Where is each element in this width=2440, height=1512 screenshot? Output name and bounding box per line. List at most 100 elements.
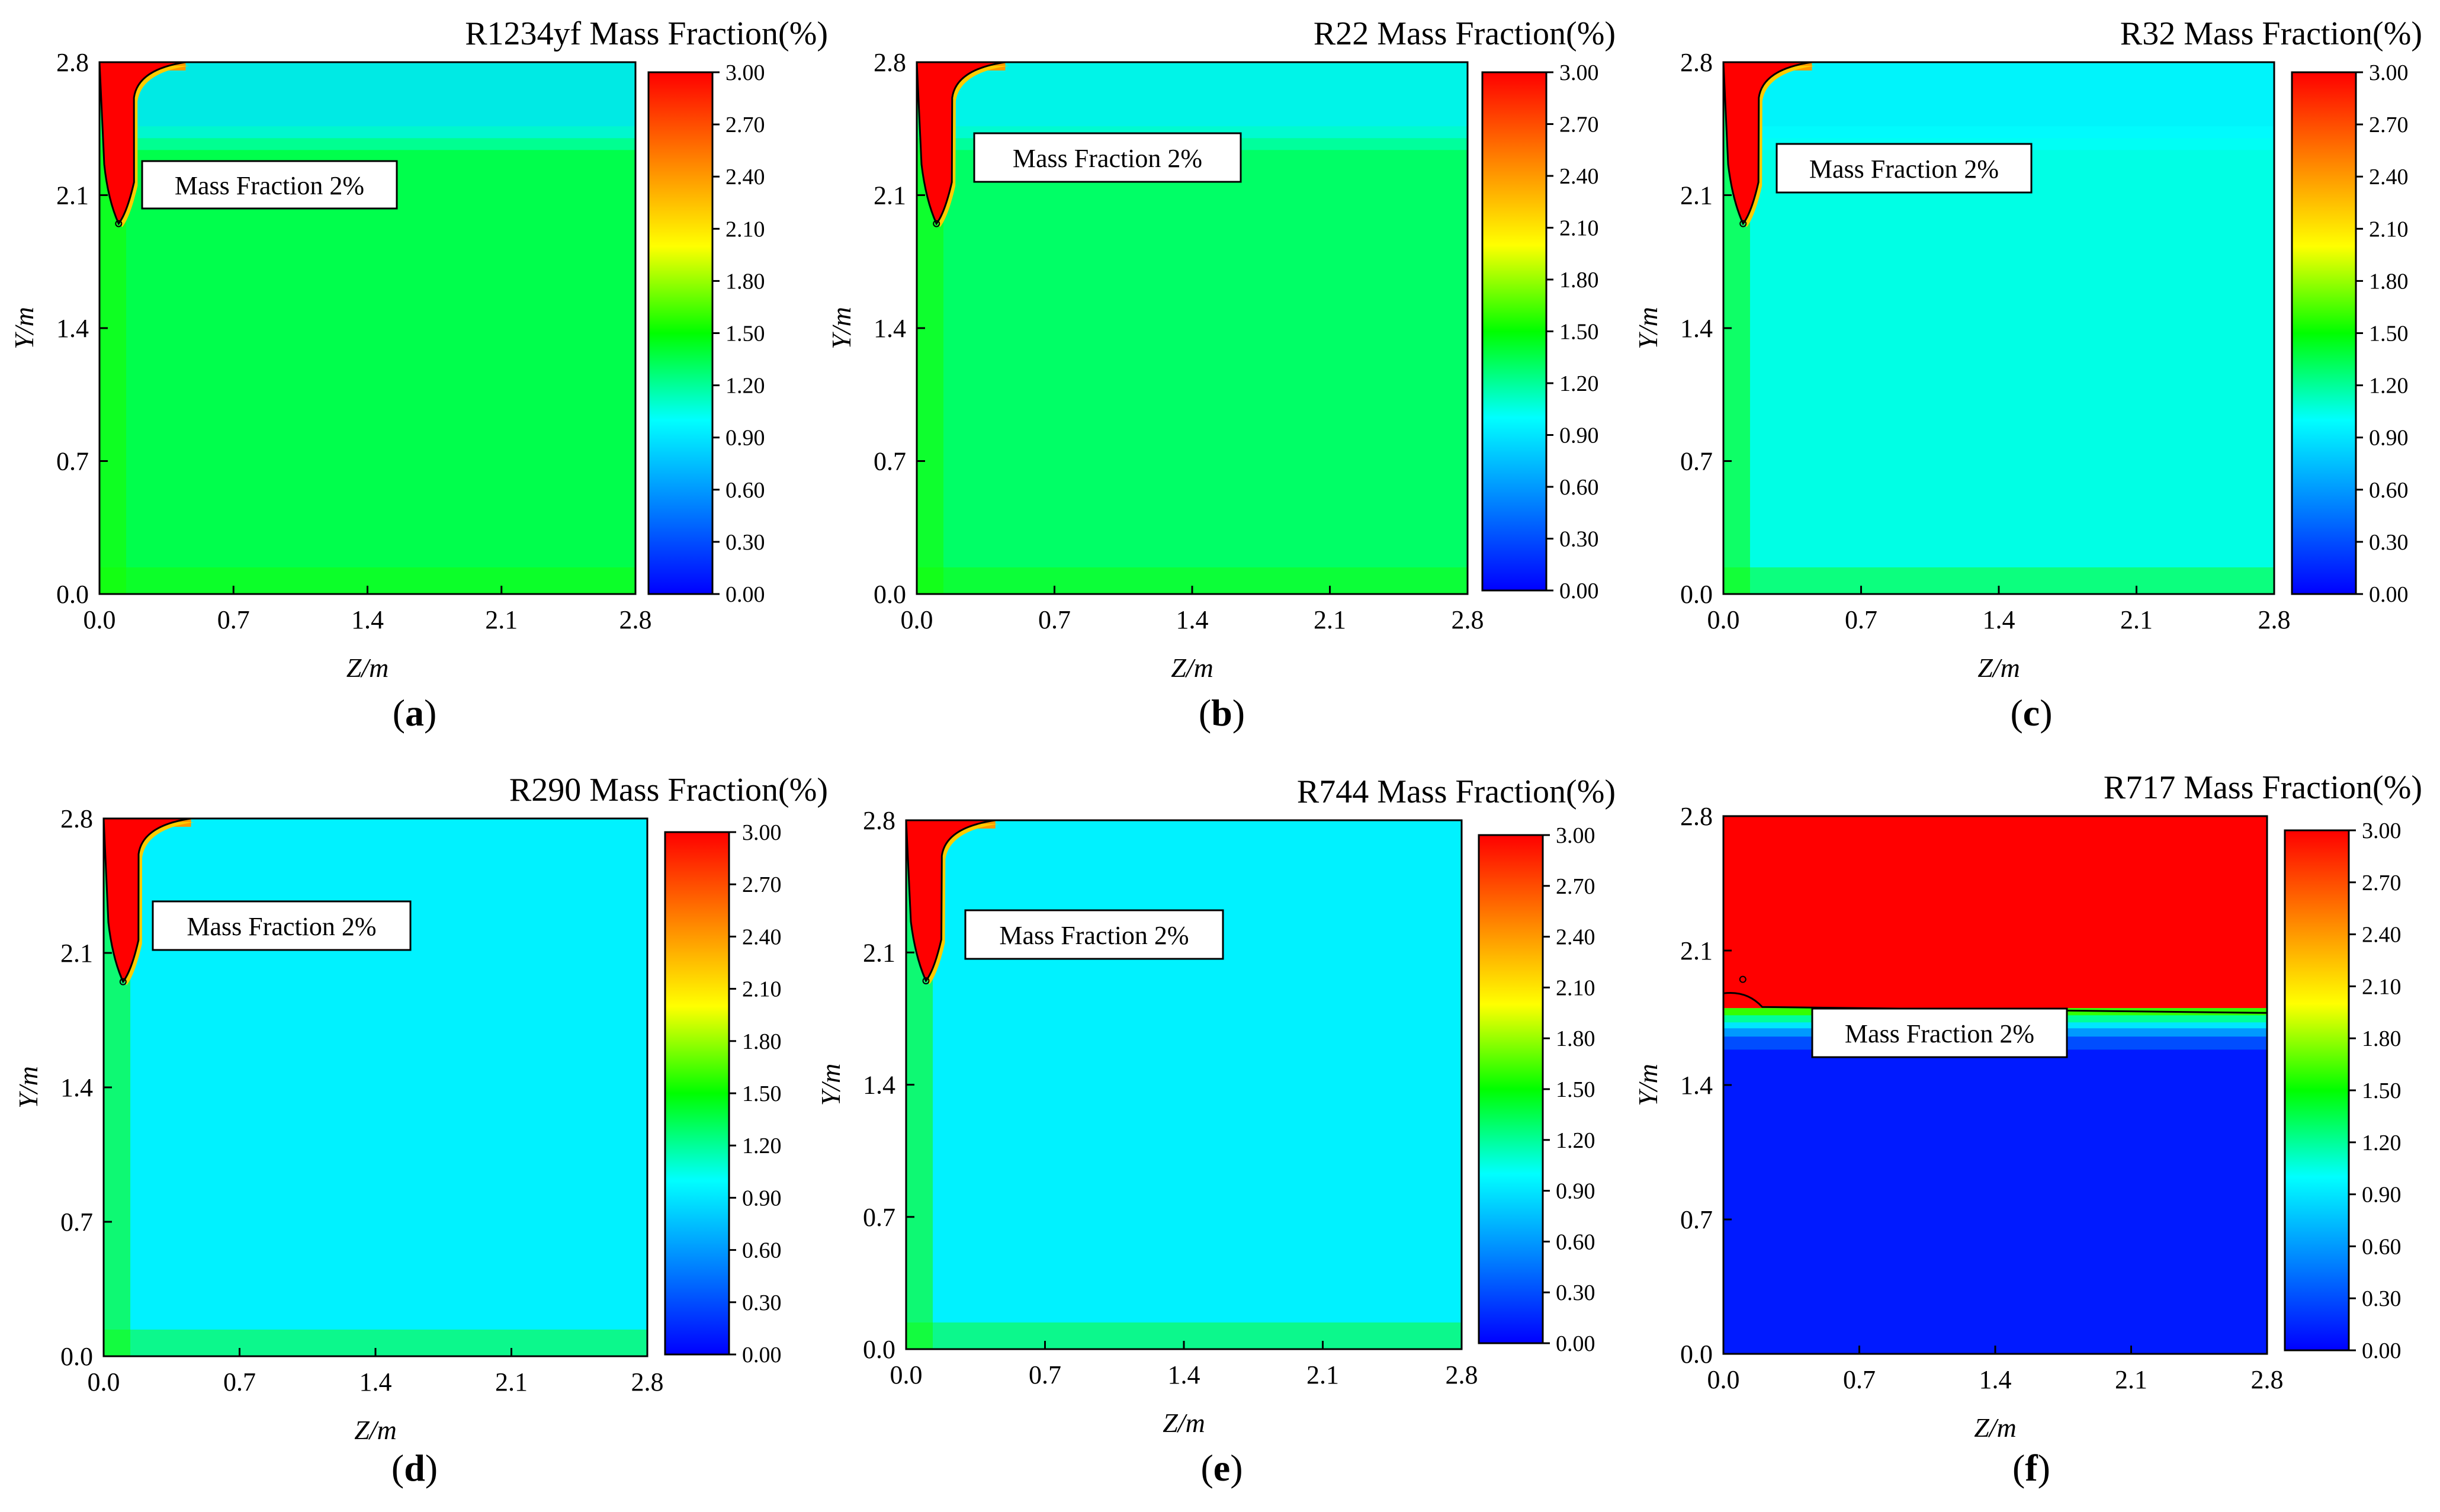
colorbar-tick-label: 0.30 [2362,1286,2402,1311]
field-background [906,820,1462,1349]
x-axis-label: Z/m [1977,653,2020,683]
colorbar-tick-label: 1.20 [2369,374,2409,399]
plume-contour-2pct [1723,62,1812,226]
panel-d: 0.00.0 0.7 0.7 1.4 1.4 2.1 2.1 2.8 2.8 Z/m Y/m R290… [13,772,828,1489]
colorbar-tick-label: 1.20 [725,374,765,399]
colorbar-tick-label: 2.70 [742,872,782,897]
y-tick-label: 2.8 [863,806,895,835]
annotation-box [1811,1007,2068,1058]
plume-contour-2pct [104,818,191,984]
colorbar-tick-label: 1.20 [742,1134,782,1158]
x-tick-label: 1.4 [1176,605,1209,634]
colorbar-tick-label: 2.70 [725,113,765,137]
colorbar-tick-label: 2.40 [2369,165,2409,190]
colorbar-tick-label: 2.40 [742,924,782,949]
subfigure-label: (b) [1199,692,1245,734]
heatmap-field [906,820,1462,1349]
y-tick-label: 2.8 [1680,48,1713,77]
x-tick-label: 0.7 [1038,605,1071,634]
colorbar-tick-label: 3.00 [742,820,782,845]
x-tick-label: 0.0 [1707,605,1740,634]
x-tick-label: 1.4 [1168,1360,1200,1389]
x-tick-label: 2.8 [1446,1360,1478,1389]
y-tick-label: 1.4 [1680,1071,1713,1100]
plume-contour-2pct [99,62,186,226]
upper-band [906,820,1462,896]
y-tick-label: 0.0 [874,580,906,609]
chart-title: R717 Mass Fraction(%) [2104,769,2422,806]
colorbar-tick-label: 1.80 [2362,1026,2402,1051]
y-tick-label: 0.7 [60,1208,93,1237]
x-tick-label: 0.0 [890,1360,923,1389]
chart-title: R290 Mass Fraction(%) [509,772,828,808]
heatmap-field [104,818,647,1356]
colorbar-tick-label: 0.60 [2362,1234,2402,1259]
chart-title: R32 Mass Fraction(%) [2120,15,2422,52]
y-tick-label: 2.8 [56,48,89,77]
lower-layer [1723,1049,2267,1354]
subfigure-label: (e) [1200,1447,1243,1489]
y-tick-label: 0.7 [874,447,906,476]
x-tick-label: 2.8 [1452,605,1484,634]
colorbar-tick-label: 2.40 [2362,923,2402,948]
upper-band-transition [99,126,635,150]
x-tick-label: 2.8 [619,605,652,634]
x-axis-label: Z/m [1171,653,1213,683]
upper-band [104,818,647,895]
x-tick-label: 2.1 [485,605,518,634]
colorbar-tick-label: 0.00 [1556,1331,1595,1356]
colorbar-tick-label: 2.70 [1556,874,1595,899]
y-tick-label: 0.7 [56,447,89,476]
heatmap-field [1723,62,2274,594]
subfigure-label: (d) [391,1447,438,1489]
colorbar-tick-label: 3.00 [1559,60,1599,85]
panel-b: 0.00.0 0.7 0.7 1.4 1.4 2.1 2.1 2.8 2.8 Z/m Y/m R22 … [826,15,1616,734]
y-tick-label: 1.4 [1680,314,1713,343]
y-tick-label: 2.8 [874,48,906,77]
x-tick-label: 0.7 [223,1367,256,1397]
y-tick-label: 2.1 [60,939,93,968]
x-tick-label: 1.4 [359,1367,392,1397]
upper-band [1723,62,2274,139]
colorbar-tick-label: 0.60 [725,478,765,503]
colorbar-tick-label: 3.00 [2362,818,2402,843]
plume-contour-2pct [906,820,996,983]
x-tick-label: 2.8 [2258,605,2291,634]
leak-point [115,220,123,227]
annotation-text: Mass Fraction 2% [999,921,1189,950]
annotation-box [141,160,398,210]
y-tick-label: 2.1 [863,938,895,967]
colorbar-tick-label: 0.30 [2369,530,2409,555]
y-axis-label: Y/m [816,1064,846,1106]
colorbar-tick-label: 1.20 [2362,1131,2402,1155]
y-axis-label: Y/m [13,1066,43,1109]
upper-band-transition [906,884,1462,908]
y-tick-label: 0.7 [1680,1205,1713,1234]
x-tick-label: 0.0 [88,1367,120,1397]
y-tick-label: 1.4 [863,1071,895,1100]
x-tick-label: 2.8 [2251,1365,2284,1394]
chart-title: R744 Mass Fraction(%) [1297,773,1616,810]
leak-point [922,977,930,985]
colorbar-tick-label: 3.00 [725,60,765,85]
y-tick-label: 2.1 [1680,936,1713,965]
annotation-text: Mass Fraction 2% [1013,144,1202,173]
heatmap-field [1723,816,2267,1354]
x-tick-label: 0.0 [1707,1365,1740,1394]
x-axis-label: Z/m [1974,1413,2017,1443]
leak-point [1739,220,1747,227]
leak-point [119,978,127,985]
x-axis-label: Z/m [346,653,389,683]
colorbar-tick-label: 2.70 [1559,113,1599,137]
x-tick-label: 2.1 [1306,1360,1339,1389]
panel-e: 0.00.0 0.7 0.7 1.4 1.4 2.1 2.1 2.8 2.8 Z/m Y/m R744… [816,773,1616,1489]
upper-band [917,62,1468,139]
chart-title: R1234yf Mass Fraction(%) [465,15,828,52]
colorbar-tick-label: 1.80 [725,269,765,294]
colorbar-tick-label: 0.90 [1559,423,1599,448]
colorbar-tick-label: 2.10 [2369,217,2409,242]
field-background [99,62,635,594]
x-tick-label: 2.1 [2120,605,2153,634]
colorbar-tick-label: 0.90 [1556,1179,1595,1204]
